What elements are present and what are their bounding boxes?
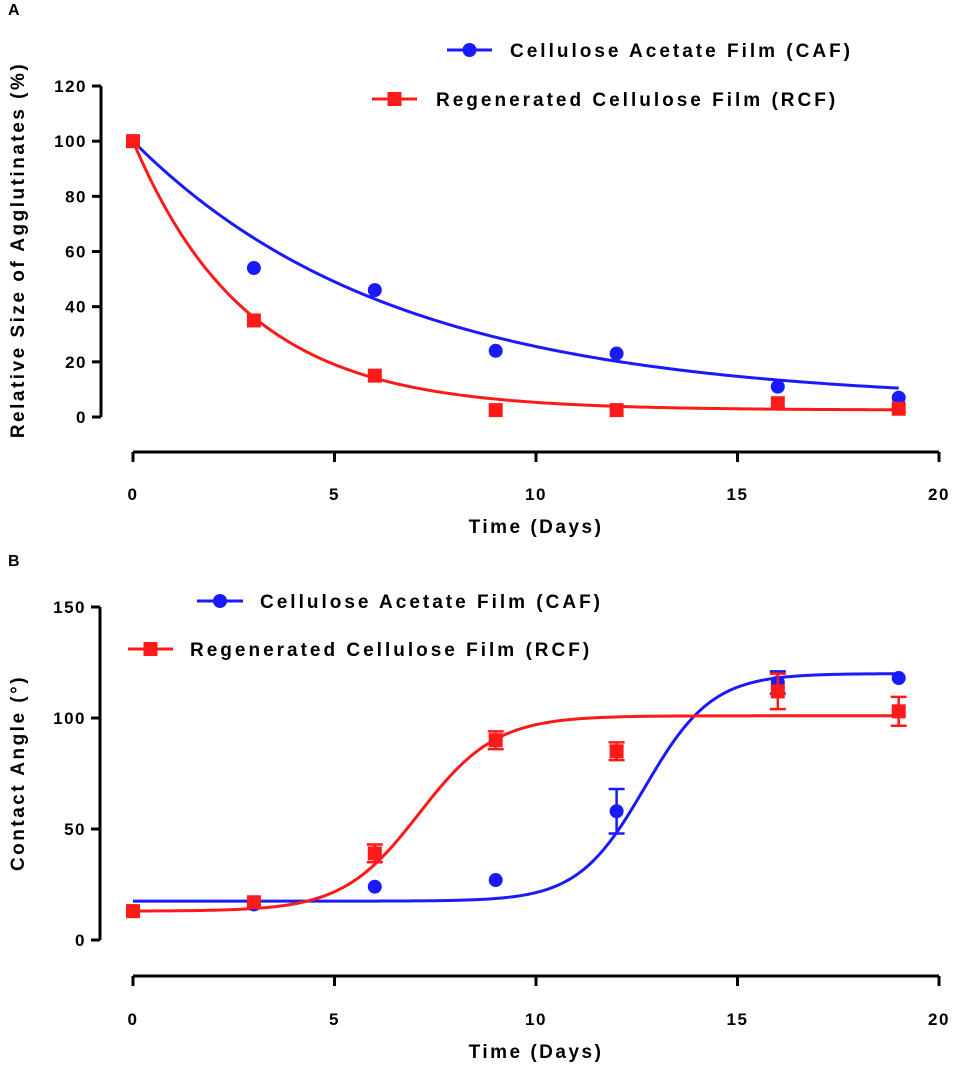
- data-point-rcf: [367, 846, 382, 861]
- legend-label-caf: Cellulose Acetate Film (CAF): [510, 41, 853, 62]
- fit-curve-rcf: [131, 140, 899, 412]
- panel-a: A 0 20 40 60 80 100 120 0 5 10 15 20 Time (Days) Relat…: [8, 2, 950, 538]
- data-point-rcf: [770, 396, 785, 411]
- y-tick-label: 120: [54, 77, 87, 96]
- x-tick-label: 10: [525, 1010, 547, 1029]
- x-tick-label: 0: [128, 1010, 139, 1029]
- legend-marker-rcf: [143, 642, 158, 656]
- y-axis-title: Contact Angle (°): [8, 675, 29, 871]
- legend-label-rcf: Regenerated Cellulose Film (RCF): [436, 90, 838, 111]
- x-tick-label: 20: [928, 485, 950, 504]
- legend-marker-rcf: [387, 92, 402, 106]
- panel-b: B 0 50 100 150 0 5 10 15 20 Time (Days) Contact Ang…: [8, 553, 950, 1063]
- y-tick-label: 100: [54, 132, 87, 151]
- data-point-caf: [891, 671, 906, 686]
- legend-label-rcf: Regenerated Cellulose Film (RCF): [190, 640, 592, 661]
- panel-letter: B: [8, 553, 20, 570]
- data-point-rcf: [488, 403, 503, 418]
- x-tick-label: 5: [329, 1010, 340, 1029]
- x-axis-title: Time (Days): [469, 517, 604, 538]
- x-tick-label: 0: [128, 485, 139, 504]
- y-tick-label: 150: [53, 598, 86, 617]
- y-tick-label: 0: [76, 408, 87, 427]
- x-tick-label: 15: [727, 1010, 749, 1029]
- y-tick-label: 50: [64, 820, 86, 839]
- legend-entry-caf: Cellulose Acetate Film (CAF): [447, 41, 853, 62]
- x-tick-label: 15: [727, 485, 749, 504]
- legend-marker-caf: [462, 43, 477, 57]
- legend-entry-rcf: Regenerated Cellulose Film (RCF): [372, 90, 838, 111]
- data-point-rcf: [891, 704, 906, 719]
- data-point-caf: [367, 283, 382, 298]
- legend-label-caf: Cellulose Acetate Film (CAF): [260, 592, 603, 613]
- y-tick-label: 40: [65, 298, 87, 317]
- data-point-caf: [609, 346, 624, 361]
- data-point-caf: [770, 379, 785, 394]
- y-axis-title: Relative Size of Agglutinates (%): [8, 62, 29, 438]
- legend-entry-rcf: Regenerated Cellulose Film (RCF): [128, 640, 592, 661]
- data-point-caf: [609, 804, 624, 819]
- fit-curve-rcf: [132, 714, 899, 913]
- data-point-rcf: [246, 895, 261, 910]
- y-tick-label: 20: [65, 353, 87, 372]
- data-point-caf: [367, 879, 382, 894]
- legend-entry-caf: Cellulose Acetate Film (CAF): [197, 592, 603, 613]
- legend-marker-caf: [213, 594, 227, 608]
- fit-curve-caf: [133, 672, 899, 903]
- data-point-rcf: [246, 313, 261, 328]
- data-point-rcf: [770, 684, 785, 699]
- data-point-caf: [488, 343, 503, 358]
- fit-curve-caf: [131, 140, 899, 390]
- y-tick-label: 80: [65, 187, 87, 206]
- data-point-rcf: [488, 733, 503, 748]
- data-point-rcf: [891, 401, 906, 416]
- y-tick-label: 60: [65, 243, 87, 262]
- data-point-caf: [246, 261, 261, 276]
- x-axis-title: Time (Days): [469, 1042, 604, 1063]
- data-point-caf: [488, 873, 503, 888]
- x-tick-label: 20: [928, 1010, 950, 1029]
- y-tick-label: 0: [75, 931, 86, 950]
- data-point-rcf: [126, 134, 140, 149]
- panel-letter: A: [8, 2, 20, 19]
- y-tick-label: 100: [53, 709, 86, 728]
- data-point-caf: [891, 390, 906, 405]
- data-point-rcf: [609, 403, 624, 418]
- data-point-rcf: [609, 744, 624, 759]
- data-point-rcf: [126, 904, 140, 919]
- x-tick-label: 5: [329, 485, 340, 504]
- x-tick-label: 10: [525, 485, 547, 504]
- data-point-rcf: [367, 368, 382, 383]
